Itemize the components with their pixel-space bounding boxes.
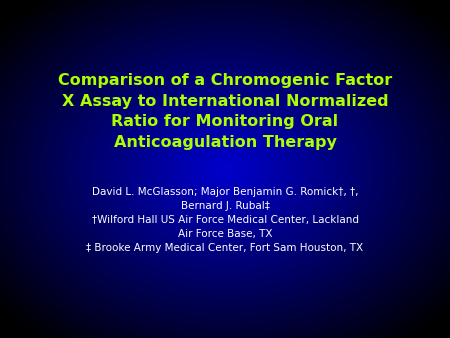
Text: Comparison of a Chromogenic Factor
X Assay to International Normalized
Ratio for: Comparison of a Chromogenic Factor X Ass… bbox=[58, 73, 392, 150]
Text: David L. McGlasson; Major Benjamin G. Romick†, †,
Bernard J. Rubal‡
†Wilford Hal: David L. McGlasson; Major Benjamin G. Ro… bbox=[86, 187, 364, 253]
